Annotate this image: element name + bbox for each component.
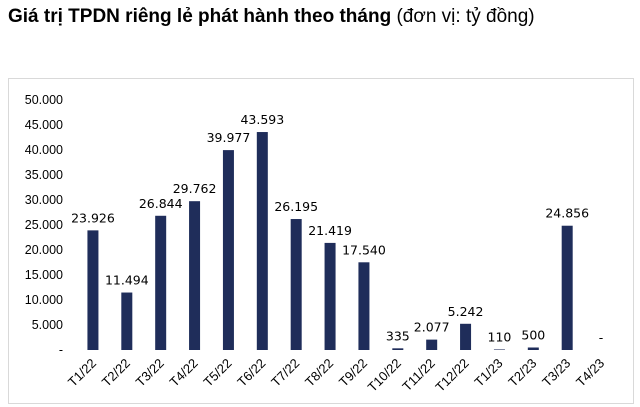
y-tick-label: 40.000 — [25, 143, 63, 157]
bar — [392, 348, 404, 350]
x-tick-label: T4/23 — [573, 356, 607, 390]
data-label: 500 — [521, 328, 545, 343]
bar — [87, 230, 99, 350]
bar — [358, 262, 370, 350]
data-label: 5.242 — [448, 304, 484, 319]
bar — [324, 242, 336, 350]
y-tick-label: 5.000 — [32, 318, 63, 332]
data-label: 17.540 — [342, 242, 386, 257]
data-label: 23.926 — [71, 210, 115, 225]
data-label: 110 — [488, 329, 512, 344]
bar — [561, 225, 573, 350]
x-tick-label: T10/22 — [365, 356, 404, 395]
chart-frame — [8, 78, 634, 404]
x-tick-label: T5/22 — [200, 356, 234, 390]
x-tick-label: T6/22 — [234, 356, 268, 390]
y-tick-label: 35.000 — [25, 168, 63, 182]
data-label: - — [599, 330, 604, 345]
x-tick-label: T8/22 — [302, 356, 336, 390]
y-tick-label: 50.000 — [25, 93, 63, 107]
data-label: 335 — [386, 328, 410, 343]
x-tick-label: T2/23 — [505, 356, 539, 390]
y-tick-label: - — [59, 343, 63, 357]
x-tick-label: T1/22 — [65, 356, 99, 390]
data-label: 43.593 — [240, 112, 284, 127]
x-tick-label: T1/23 — [471, 356, 505, 390]
chart-title: Giá trị TPDN riêng lẻ phát hành theo thá… — [8, 6, 392, 27]
data-label: 21.419 — [308, 223, 352, 238]
data-label: 24.856 — [545, 206, 589, 221]
bar — [121, 292, 133, 350]
bar — [460, 323, 472, 350]
bars — [87, 132, 573, 350]
x-tick-label: T12/22 — [432, 356, 471, 395]
bar — [256, 132, 268, 350]
y-tick-label: 25.000 — [25, 218, 63, 232]
bar — [222, 150, 234, 350]
x-tick-label: T7/22 — [268, 356, 302, 390]
x-tick-label: T3/22 — [133, 356, 167, 390]
data-label: 26.195 — [274, 199, 318, 214]
x-tick-label: T11/22 — [399, 356, 438, 395]
data-label: 2.077 — [414, 320, 450, 335]
x-tick-label: T4/22 — [167, 356, 201, 390]
y-axis: - 5.000 10.000 15.000 20.000 25.000 30.000 35.0… — [25, 93, 63, 357]
y-tick-label: 30.000 — [25, 193, 63, 207]
x-tick-label: T2/22 — [99, 356, 133, 390]
data-label: 39.977 — [207, 130, 251, 145]
y-tick-label: 10.000 — [25, 293, 63, 307]
data-label: 26.844 — [139, 196, 183, 211]
y-tick-label: 15.000 — [25, 268, 63, 282]
bar — [155, 215, 167, 350]
x-tick-label: T3/23 — [539, 356, 573, 390]
x-axis: T1/22 T2/22 T3/22 T4/22 T5/22 T6/22 T7/22 T8/22… — [65, 356, 607, 395]
bar — [426, 339, 438, 350]
data-label: 29.762 — [173, 181, 217, 196]
bar — [527, 347, 539, 350]
bar — [189, 201, 201, 350]
bar — [493, 349, 505, 350]
chart-subtitle: (đơn vị: tỷ đồng) — [396, 6, 535, 27]
bar — [290, 219, 302, 350]
chart-title-line: Giá trị TPDN riêng lẻ phát hành theo thá… — [8, 6, 535, 28]
y-tick-label: 45.000 — [25, 118, 63, 132]
y-tick-label: 20.000 — [25, 243, 63, 257]
data-label: 11.494 — [105, 273, 149, 288]
